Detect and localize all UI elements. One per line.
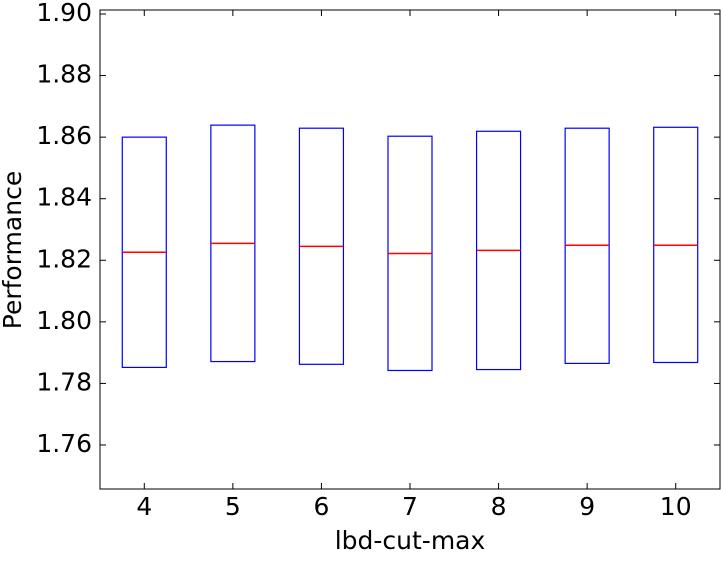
x-tick-label: 8 [491, 492, 507, 521]
x-tick-label: 6 [313, 492, 329, 521]
x-tick-label: 9 [579, 492, 595, 521]
y-tick-label: 1.80 [36, 306, 92, 335]
x-tick-label: 5 [225, 492, 241, 521]
y-tick-label: 1.82 [36, 244, 92, 273]
x-tick-label: 4 [136, 492, 152, 521]
y-tick-label: 1.84 [36, 183, 92, 212]
y-tick-label: 1.86 [36, 121, 92, 150]
y-tick-label: 1.90 [36, 0, 92, 27]
y-tick-label: 1.76 [36, 429, 92, 458]
plot-frame [99, 9, 721, 490]
y-tick-label: 1.78 [36, 367, 92, 396]
x-axis-label: lbd-cut-max [335, 526, 486, 555]
y-tick-label: 1.88 [36, 60, 92, 89]
y-axis-label: Performance [0, 171, 27, 329]
x-tick-label: 7 [402, 492, 418, 521]
x-tick-label: 10 [660, 492, 692, 521]
